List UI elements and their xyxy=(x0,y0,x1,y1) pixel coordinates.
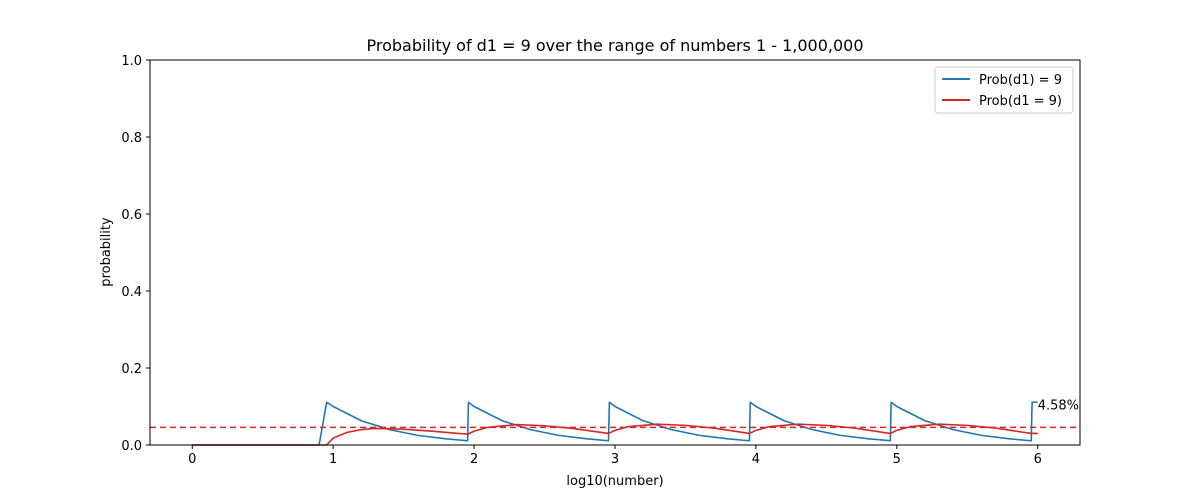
series-line-1 xyxy=(192,401,1038,446)
x-tick-label: 6 xyxy=(1034,452,1042,467)
y-tick-label: 0.4 xyxy=(121,285,142,300)
legend-label-2: Prob(d1 = 9) xyxy=(979,94,1062,109)
x-tick-label: 0 xyxy=(188,452,196,467)
y-tick-label: 0.0 xyxy=(121,439,142,454)
series-line-2 xyxy=(192,423,1038,446)
x-axis-label: log10(number) xyxy=(566,474,663,489)
chart-title: Probability of d1 = 9 over the range of … xyxy=(367,36,864,55)
series-layer xyxy=(192,401,1038,446)
x-tick-label: 4 xyxy=(752,452,760,467)
x-tick-label: 1 xyxy=(329,452,337,467)
legend: Prob(d1) = 9 Prob(d1 = 9) xyxy=(934,66,1074,114)
plot-background xyxy=(150,60,1080,445)
annotation-label: 4.58% xyxy=(1038,398,1079,413)
y-tick-label: 0.6 xyxy=(121,208,142,223)
legend-label-1: Prob(d1) = 9 xyxy=(979,73,1062,88)
x-tick-label: 2 xyxy=(470,452,478,467)
x-tick-label: 5 xyxy=(893,452,901,467)
ticks-layer: 0 1 2 3 4 5 6 0.0 0.2 0.4 0.6 0.8 1.0 xyxy=(121,54,1042,467)
y-axis-label: probability xyxy=(99,217,114,287)
x-tick-label: 3 xyxy=(611,452,619,467)
y-tick-label: 0.8 xyxy=(121,131,142,146)
y-tick-label: 0.2 xyxy=(121,362,142,377)
y-tick-label: 1.0 xyxy=(121,54,142,69)
